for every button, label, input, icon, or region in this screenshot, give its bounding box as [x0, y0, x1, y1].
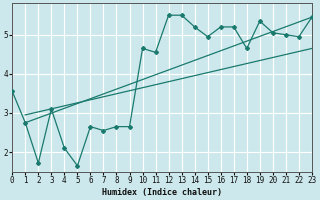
X-axis label: Humidex (Indice chaleur): Humidex (Indice chaleur) — [102, 188, 222, 197]
